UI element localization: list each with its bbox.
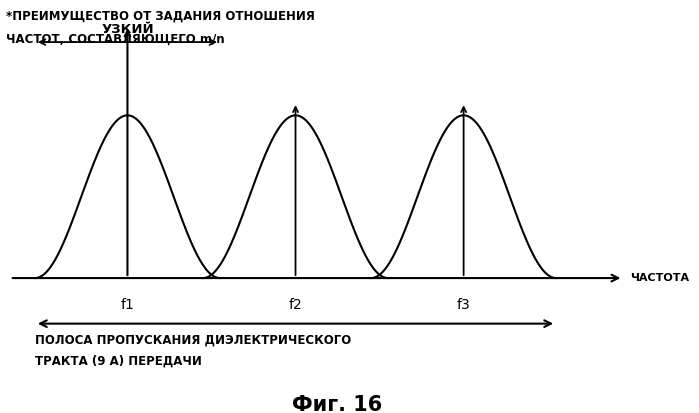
Text: ТРАКТА (9 А) ПЕРЕДАЧИ: ТРАКТА (9 А) ПЕРЕДАЧИ (35, 355, 202, 368)
Text: Фиг. 16: Фиг. 16 (292, 395, 382, 413)
Text: ЧАСТОТ, СОСТАВЛЯЮЩЕГО m/n: ЧАСТОТ, СОСТАВЛЯЮЩЕГО m/n (6, 32, 224, 45)
Text: ЧАСТОТА: ЧАСТОТА (630, 273, 689, 283)
Text: f2: f2 (289, 298, 303, 311)
Text: f1: f1 (120, 298, 134, 311)
Text: f3: f3 (456, 298, 470, 311)
Text: *ПРЕИМУЩЕСТВО ОТ ЗАДАНИЯ ОТНОШЕНИЯ: *ПРЕИМУЩЕСТВО ОТ ЗАДАНИЯ ОТНОШЕНИЯ (6, 9, 315, 23)
Text: УЗКИЙ: УЗКИЙ (101, 23, 154, 36)
Text: ПОЛОСА ПРОПУСКАНИЯ ДИЭЛЕКТРИЧЕСКОГО: ПОЛОСА ПРОПУСКАНИЯ ДИЭЛЕКТРИЧЕСКОГО (35, 333, 352, 347)
